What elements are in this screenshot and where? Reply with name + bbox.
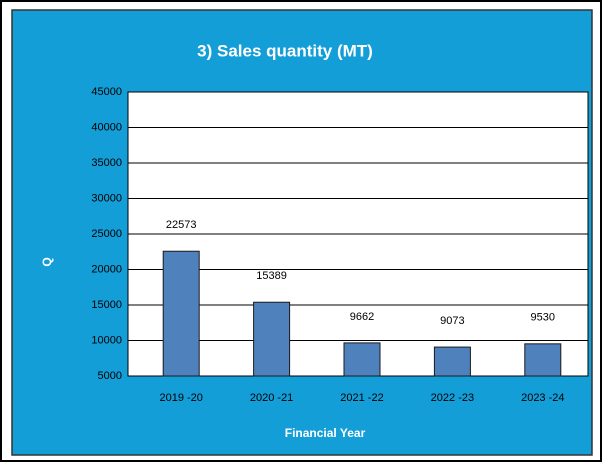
data-label: 9662 xyxy=(350,311,374,323)
chart-title: 3) Sales quantity (MT) xyxy=(197,41,373,60)
data-label: 9530 xyxy=(531,312,555,324)
bar xyxy=(433,346,471,377)
data-label: 22573 xyxy=(166,219,197,231)
x-axis-title: Financial Year xyxy=(285,426,366,440)
y-tick-label: 15000 xyxy=(91,299,122,311)
y-tick-label: 35000 xyxy=(91,157,122,169)
y-tick-label: 45000 xyxy=(91,86,122,98)
x-tick-label: 2021 -22 xyxy=(340,392,383,404)
x-tick-label: 2020 -21 xyxy=(250,392,293,404)
data-label: 15389 xyxy=(256,270,287,282)
y-axis-title: Q xyxy=(40,257,54,266)
x-tick-label: 2019 -20 xyxy=(159,392,202,404)
y-tick-label: 25000 xyxy=(91,228,122,240)
data-label: 9073 xyxy=(440,315,464,327)
y-tick-label: 10000 xyxy=(91,334,122,346)
bar xyxy=(524,343,562,377)
bar xyxy=(162,250,200,377)
y-tick-label: 30000 xyxy=(91,192,122,204)
y-tick-label: 5000 xyxy=(98,370,122,382)
y-tick-label: 40000 xyxy=(91,121,122,133)
x-tick-label: 2023 -24 xyxy=(521,392,564,404)
bar xyxy=(253,301,291,377)
bar xyxy=(343,342,381,377)
y-tick-label: 20000 xyxy=(91,263,122,275)
x-tick-label: 2022 -23 xyxy=(431,392,474,404)
